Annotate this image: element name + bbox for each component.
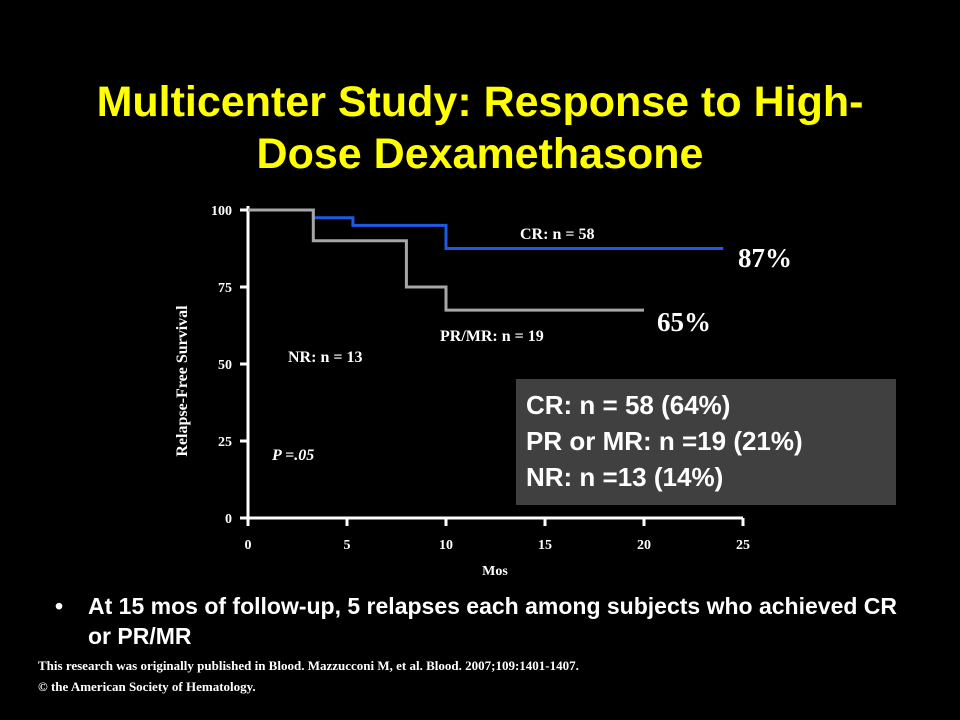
y-axis-title: Relapse-Free Survival [174, 305, 191, 457]
x-tick-label: 25 [736, 538, 750, 553]
x-axis-title: Mos [482, 564, 508, 579]
annotation-nr: NR: n = 13 [288, 349, 362, 366]
bullet-text: At 15 mos of follow-up, 5 relapses each … [88, 593, 898, 649]
series-label-pr-mr: PR/MR: n = 19 [440, 328, 544, 345]
citation-line-1: This research was originally published i… [38, 658, 579, 673]
series-line-cr [248, 208, 724, 250]
series-label-cr: CR: n = 58 [520, 226, 594, 243]
y-tick-label: 25 [218, 435, 232, 450]
stats-line-cr: CR: n = 58 (64%) [526, 390, 731, 420]
stats-line-pr-mr: PR or MR: n =19 (21%) [526, 426, 803, 456]
y-tick-label: 75 [218, 281, 232, 296]
stats-line-nr: NR: n =13 (14%) [526, 462, 724, 492]
y-tick-label: 100 [211, 204, 232, 219]
slide-title-line-1: Multicenter Study: Response to High- [96, 78, 864, 126]
stats-box: CR: n = 58 (64%) PR or MR: n =19 (21%) N… [516, 379, 896, 505]
x-tick-label: 10 [439, 538, 453, 553]
x-tick-label: 15 [538, 538, 552, 553]
x-tick-label: 0 [245, 538, 252, 553]
slide-title-line-2: Dose Dexamethasone [256, 130, 704, 178]
end-value-label-cr: 87% [738, 243, 792, 273]
y-tick-label: 0 [225, 512, 232, 527]
x-tick-label: 5 [344, 538, 351, 553]
annotation-p-value: P =.05 [271, 447, 314, 464]
citation-line-2: © the American Society of Hematology. [38, 679, 256, 694]
end-value-label-pr-mr: 65% [657, 307, 711, 337]
series-line-pr-mr [248, 208, 644, 312]
y-tick-label: 50 [218, 358, 232, 373]
x-tick-label: 20 [637, 538, 651, 553]
slide-title: Multicenter Study: Response to High- Dos… [20, 76, 940, 180]
bullet-dot: • [55, 593, 64, 619]
citation: This research was originally published i… [38, 655, 579, 697]
